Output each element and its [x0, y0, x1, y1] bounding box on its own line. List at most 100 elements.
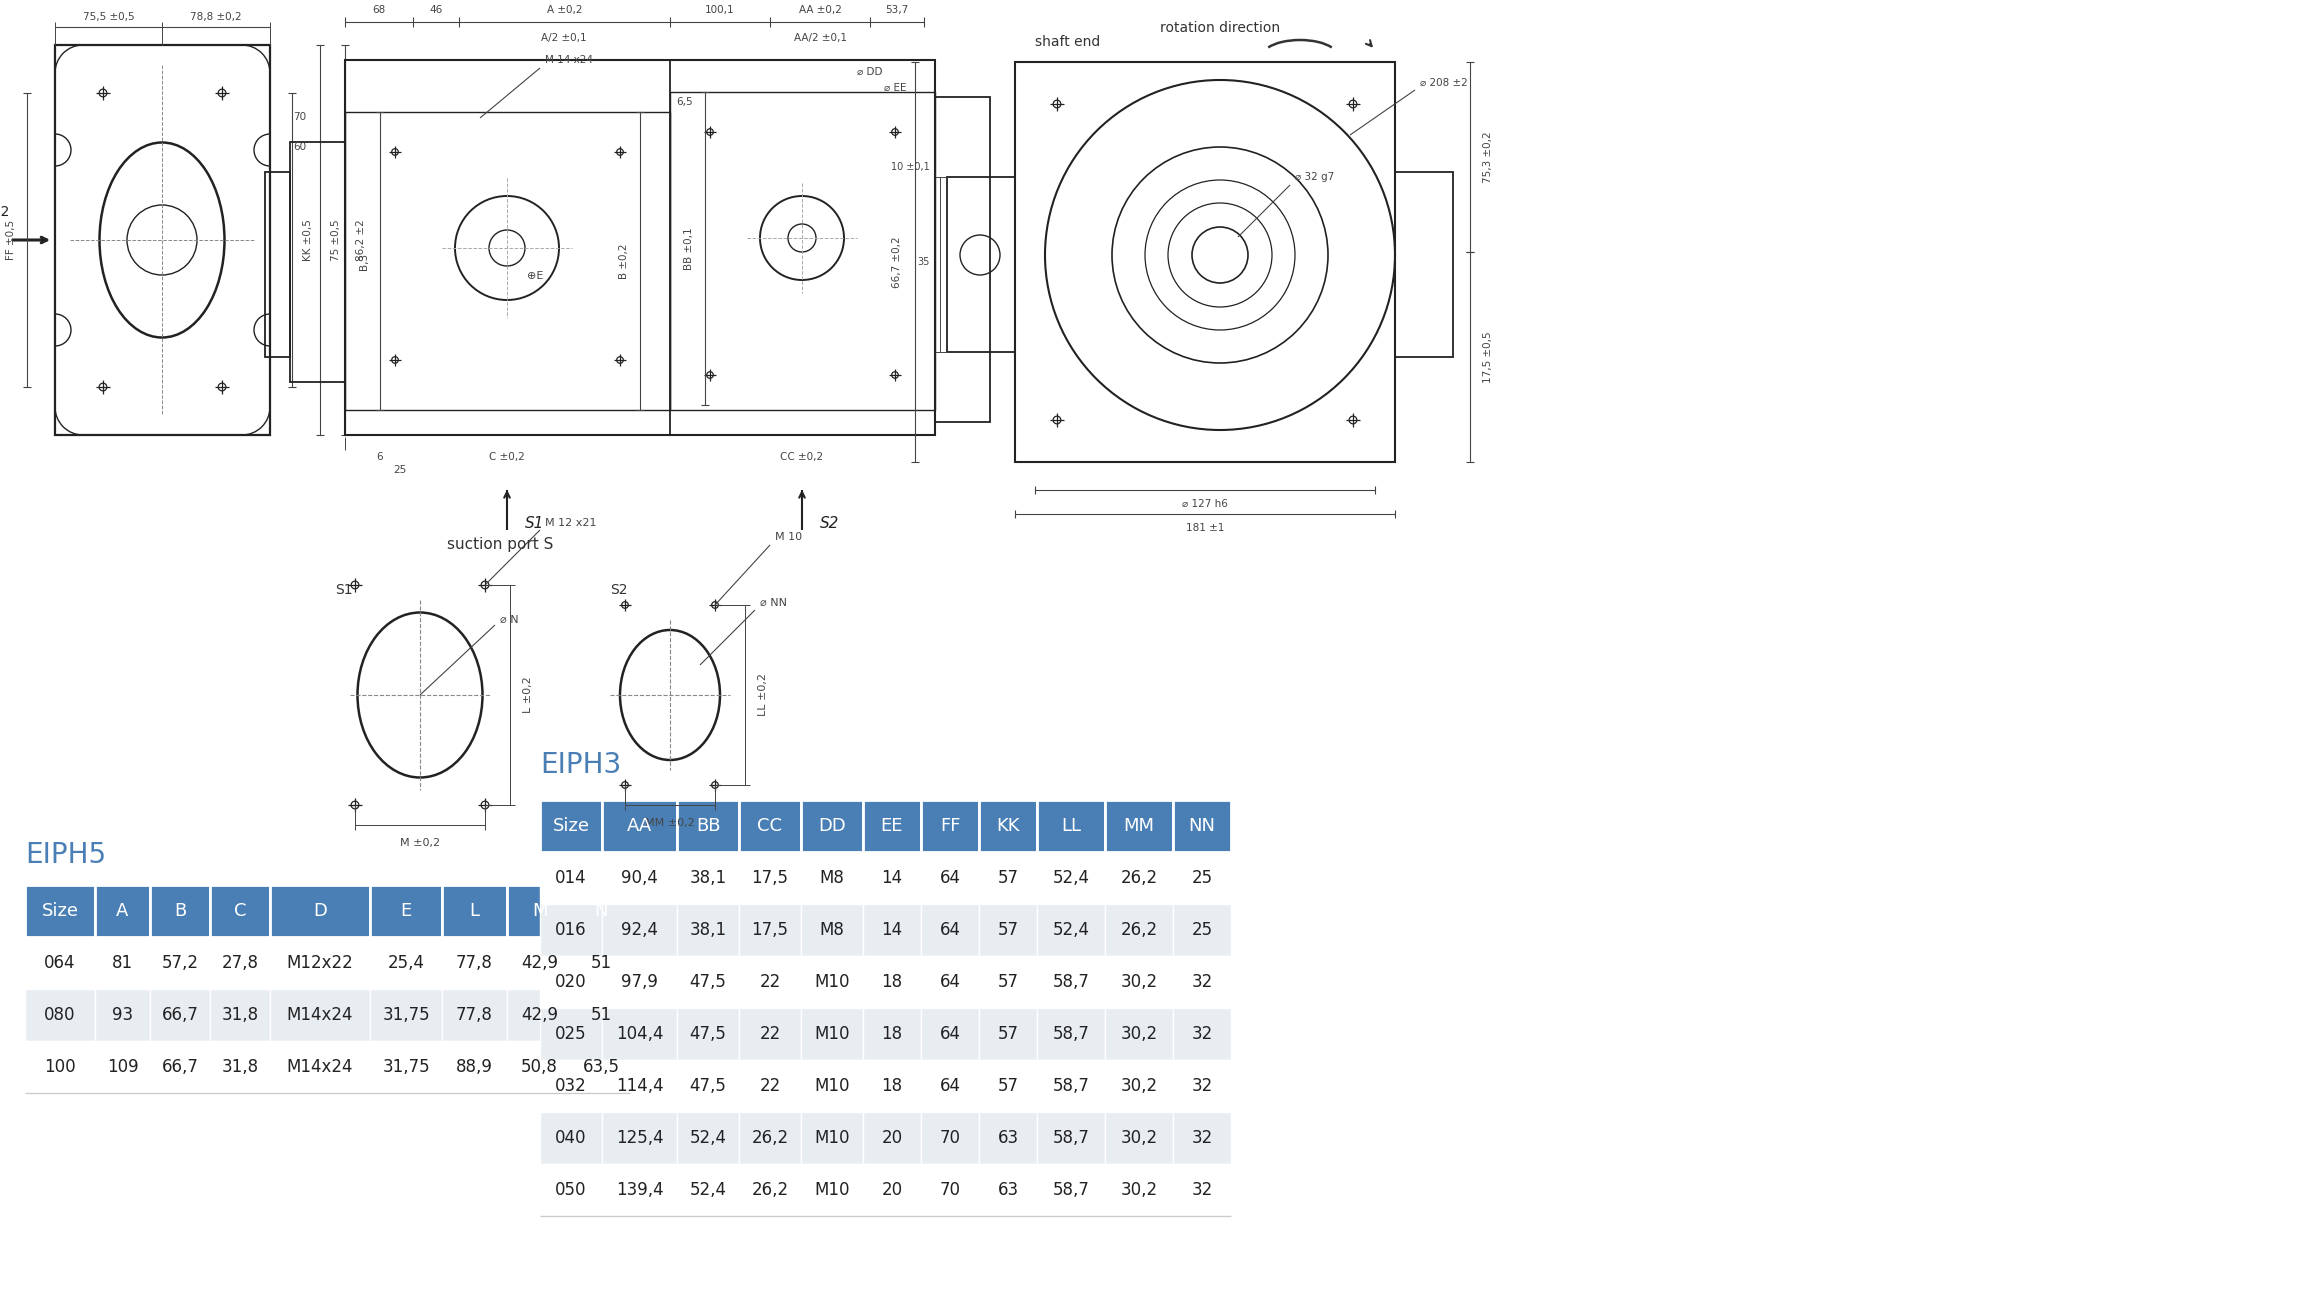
Bar: [740, 904, 800, 956]
Bar: [506, 1041, 571, 1093]
Bar: [1038, 799, 1105, 852]
Text: M8: M8: [818, 868, 844, 887]
Text: KK: KK: [996, 818, 1020, 835]
Bar: [800, 799, 862, 852]
Bar: [1105, 1164, 1172, 1217]
Bar: [1172, 1060, 1230, 1112]
Text: C ±0,2: C ±0,2: [490, 452, 525, 462]
Bar: [442, 988, 506, 1041]
Bar: [601, 1164, 677, 1217]
Bar: [95, 885, 150, 938]
Text: 63: 63: [996, 1181, 1020, 1198]
Text: shaft end: shaft end: [1036, 35, 1101, 50]
Text: 70: 70: [939, 1129, 959, 1148]
Text: 22: 22: [758, 973, 781, 991]
Bar: [740, 1164, 800, 1217]
Bar: [541, 852, 601, 904]
Text: 66,7: 66,7: [162, 1058, 199, 1076]
Bar: [800, 1008, 862, 1060]
Text: 20: 20: [881, 1181, 902, 1198]
Bar: [541, 1112, 601, 1164]
Text: ⊕E: ⊕E: [527, 271, 543, 280]
Bar: [442, 885, 506, 938]
Text: 90,4: 90,4: [622, 868, 659, 887]
Bar: [800, 1164, 862, 1217]
Text: BB ±0,1: BB ±0,1: [684, 227, 694, 270]
Text: 014: 014: [555, 868, 587, 887]
Bar: [677, 1060, 740, 1112]
Bar: [571, 1041, 629, 1093]
Text: 58,7: 58,7: [1052, 1181, 1089, 1198]
Bar: [541, 1060, 601, 1112]
Text: 6: 6: [377, 452, 384, 462]
Text: 42,9: 42,9: [520, 1005, 557, 1024]
Bar: [601, 1112, 677, 1164]
Bar: [677, 904, 740, 956]
Text: 114,4: 114,4: [615, 1077, 664, 1095]
Text: ⌀ N: ⌀ N: [499, 615, 518, 625]
Text: 064: 064: [44, 955, 76, 971]
Bar: [920, 956, 978, 1008]
Text: 35: 35: [918, 257, 929, 267]
Text: 92,4: 92,4: [622, 921, 659, 939]
Text: 22: 22: [758, 1025, 781, 1043]
Bar: [862, 1060, 920, 1112]
Text: 10 ±0,1: 10 ±0,1: [890, 162, 929, 172]
Bar: [1172, 904, 1230, 956]
Text: 30,2: 30,2: [1121, 1181, 1158, 1198]
Text: S1: S1: [335, 583, 354, 597]
Text: 51: 51: [590, 955, 613, 971]
Text: 18: 18: [881, 973, 902, 991]
Text: 70: 70: [939, 1181, 959, 1198]
Text: 26,2: 26,2: [1121, 868, 1158, 887]
Text: L: L: [469, 902, 479, 921]
Bar: [920, 1060, 978, 1112]
Text: L ±0,2: L ±0,2: [523, 677, 534, 713]
Bar: [271, 988, 370, 1041]
Text: 31,8: 31,8: [222, 1058, 259, 1076]
Text: S2: S2: [610, 583, 627, 597]
Text: 60: 60: [294, 142, 307, 153]
Text: 38,1: 38,1: [689, 868, 726, 887]
Bar: [541, 956, 601, 1008]
Text: 66,7: 66,7: [162, 1005, 199, 1024]
Text: 25: 25: [1191, 921, 1211, 939]
Bar: [601, 904, 677, 956]
Bar: [677, 1112, 740, 1164]
Bar: [442, 938, 506, 988]
Bar: [920, 1164, 978, 1217]
Bar: [55, 46, 271, 436]
Text: ⌀ 32 g7: ⌀ 32 g7: [1295, 172, 1334, 183]
Bar: [571, 885, 629, 938]
Bar: [150, 938, 210, 988]
Bar: [541, 904, 601, 956]
Text: 75 ±0,5: 75 ±0,5: [331, 219, 340, 261]
Text: 47,5: 47,5: [689, 1025, 726, 1043]
Text: NN: NN: [1188, 818, 1216, 835]
Bar: [677, 956, 740, 1008]
Bar: [370, 1041, 442, 1093]
Bar: [95, 1041, 150, 1093]
Bar: [978, 1164, 1038, 1217]
Bar: [442, 1041, 506, 1093]
Bar: [1038, 852, 1105, 904]
Text: 53,7: 53,7: [885, 5, 909, 16]
Bar: [1038, 1008, 1105, 1060]
Bar: [344, 60, 934, 436]
Text: M 14 x24: M 14 x24: [546, 55, 592, 65]
Text: 63,5: 63,5: [583, 1058, 620, 1076]
Text: 25,4: 25,4: [388, 955, 425, 971]
Bar: [150, 885, 210, 938]
Bar: [978, 1060, 1038, 1112]
Bar: [800, 852, 862, 904]
Bar: [920, 852, 978, 904]
Bar: [978, 799, 1038, 852]
Bar: [370, 938, 442, 988]
Bar: [920, 799, 978, 852]
Text: 66,7 ±0,2: 66,7 ±0,2: [892, 236, 902, 288]
Text: Size: Size: [42, 902, 79, 921]
Bar: [1172, 799, 1230, 852]
Text: 57,2: 57,2: [162, 955, 199, 971]
Bar: [1172, 1112, 1230, 1164]
Bar: [271, 938, 370, 988]
